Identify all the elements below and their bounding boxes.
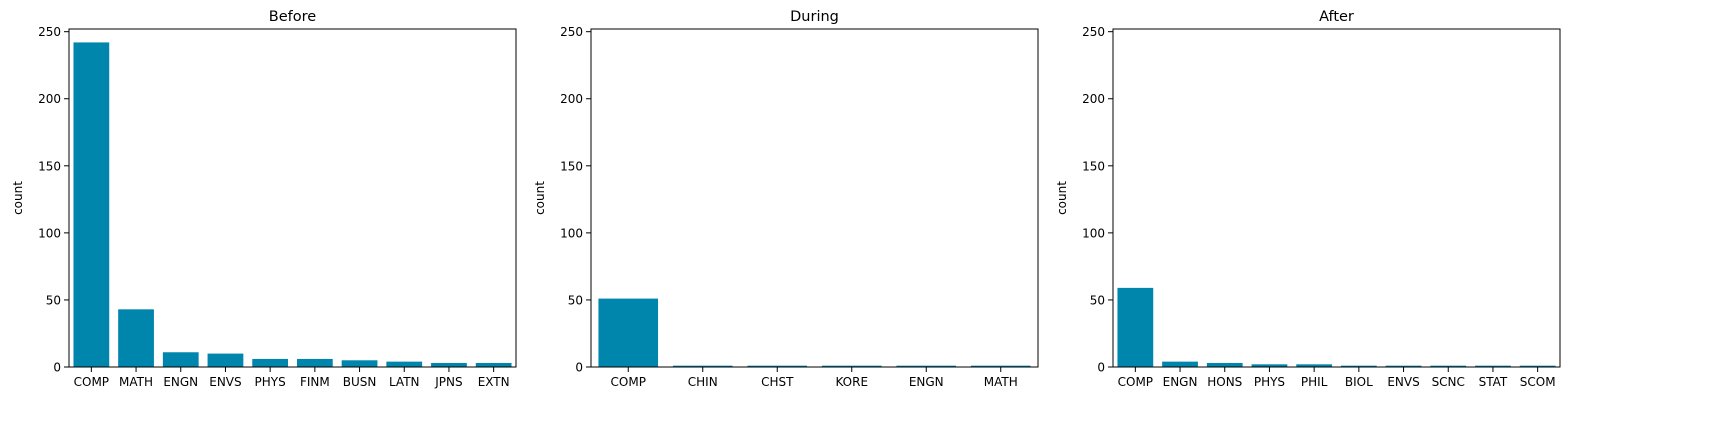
chart-panel-2: COMP CHIN CHST KORE ENGN MATH 0 50 100 150 200 250 c… <box>533 9 1039 389</box>
x-tick-label: PHYS <box>1254 375 1285 389</box>
bar-stat <box>1475 365 1511 367</box>
bar-envs <box>207 353 244 367</box>
x-tick-label: BIOL <box>1345 375 1373 389</box>
y-tick-label: 250 <box>1082 25 1105 39</box>
x-tick-label: FINM <box>300 375 330 389</box>
x-tick-label: CHIN <box>688 375 718 389</box>
x-tick-label: PHIL <box>1301 375 1328 389</box>
bar-engn <box>896 365 957 367</box>
bar-jpns <box>431 362 467 367</box>
y-tick-label: 150 <box>38 159 61 173</box>
bar-latn <box>386 361 423 367</box>
x-tick-label: SCNC <box>1432 375 1465 389</box>
x-tick-label: ENGN <box>909 375 944 389</box>
y-tick-label: 200 <box>1082 92 1105 106</box>
x-tick-label: PHYS <box>255 375 286 389</box>
y-tick-label: 0 <box>575 361 583 375</box>
x-tick-label: JPNS <box>434 375 462 389</box>
x-tick-label: MATH <box>984 375 1018 389</box>
bar-phys <box>252 358 289 367</box>
chart-panel-3: COMP ENGN HONS PHYS PHIL BIOL ENVS SCNC STAT SCOM… <box>1055 9 1561 389</box>
bar-phil <box>1296 364 1333 367</box>
bar-chst <box>747 365 808 367</box>
bar-finm <box>296 358 333 367</box>
bar-engn <box>162 352 199 367</box>
y-tick-label: 150 <box>1082 159 1105 173</box>
x-tick-label: KORE <box>835 375 868 389</box>
bar-comp <box>598 298 659 367</box>
bar-busn <box>341 360 378 367</box>
y-tick-label: 50 <box>46 293 61 307</box>
chart-title: After <box>1319 9 1354 25</box>
bar-chin <box>672 365 733 367</box>
y-tick-label: 0 <box>1097 361 1105 375</box>
y-tick-label: 0 <box>53 361 61 375</box>
x-tick-label: COMP <box>611 375 646 389</box>
x-tick-label: COMP <box>1118 375 1153 389</box>
y-tick-label: 100 <box>1082 226 1105 240</box>
bar-envs <box>1385 365 1422 367</box>
bar-biol <box>1340 365 1377 367</box>
axes-frame <box>1112 28 1561 368</box>
bar-kore <box>821 365 882 367</box>
chart-panel-1: COMP MATH ENGN ENVS PHYS FINM BUSN LATN JPNS EXTN… <box>11 9 517 389</box>
y-tick-label: 50 <box>568 293 583 307</box>
y-axis-label: count <box>1055 181 1069 215</box>
bar-extn <box>475 362 512 367</box>
bar-scnc <box>1430 365 1467 367</box>
bar-scom <box>1519 365 1556 367</box>
bar-engn <box>1162 361 1198 367</box>
x-tick-label: ENVS <box>209 375 241 389</box>
axes-frame <box>590 28 1039 368</box>
x-tick-label: ENGN <box>1163 375 1198 389</box>
x-tick-label: SCOM <box>1520 375 1556 389</box>
y-tick-label: 50 <box>1090 293 1105 307</box>
chart-title: Before <box>269 9 316 25</box>
x-tick-label: STAT <box>1479 375 1508 389</box>
y-tick-label: 200 <box>38 92 61 106</box>
bar-comp <box>1117 287 1154 367</box>
y-tick-label: 250 <box>560 25 583 39</box>
bar-comp <box>73 42 110 367</box>
x-tick-label: COMP <box>74 375 109 389</box>
x-tick-label: LATN <box>389 375 420 389</box>
x-tick-label: HONS <box>1207 375 1242 389</box>
x-tick-label: CHST <box>761 375 794 389</box>
y-axis-label: count <box>11 181 25 215</box>
y-tick-label: 150 <box>560 159 583 173</box>
y-tick-label: 250 <box>38 25 61 39</box>
bar-math <box>118 309 154 367</box>
x-tick-label: EXTN <box>478 375 510 389</box>
bar-hons <box>1206 362 1243 367</box>
x-tick-label: BUSN <box>343 375 377 389</box>
x-tick-label: ENVS <box>1387 375 1419 389</box>
x-tick-label: ENGN <box>163 375 198 389</box>
y-axis-label: count <box>533 181 547 215</box>
chart-title: During <box>790 9 839 25</box>
bar-phys <box>1251 364 1288 367</box>
y-tick-label: 100 <box>38 226 61 240</box>
bar-math <box>970 365 1031 367</box>
y-tick-label: 200 <box>560 92 583 106</box>
y-tick-label: 100 <box>560 226 583 240</box>
axes-frame <box>68 28 517 368</box>
x-tick-label: MATH <box>119 375 153 389</box>
